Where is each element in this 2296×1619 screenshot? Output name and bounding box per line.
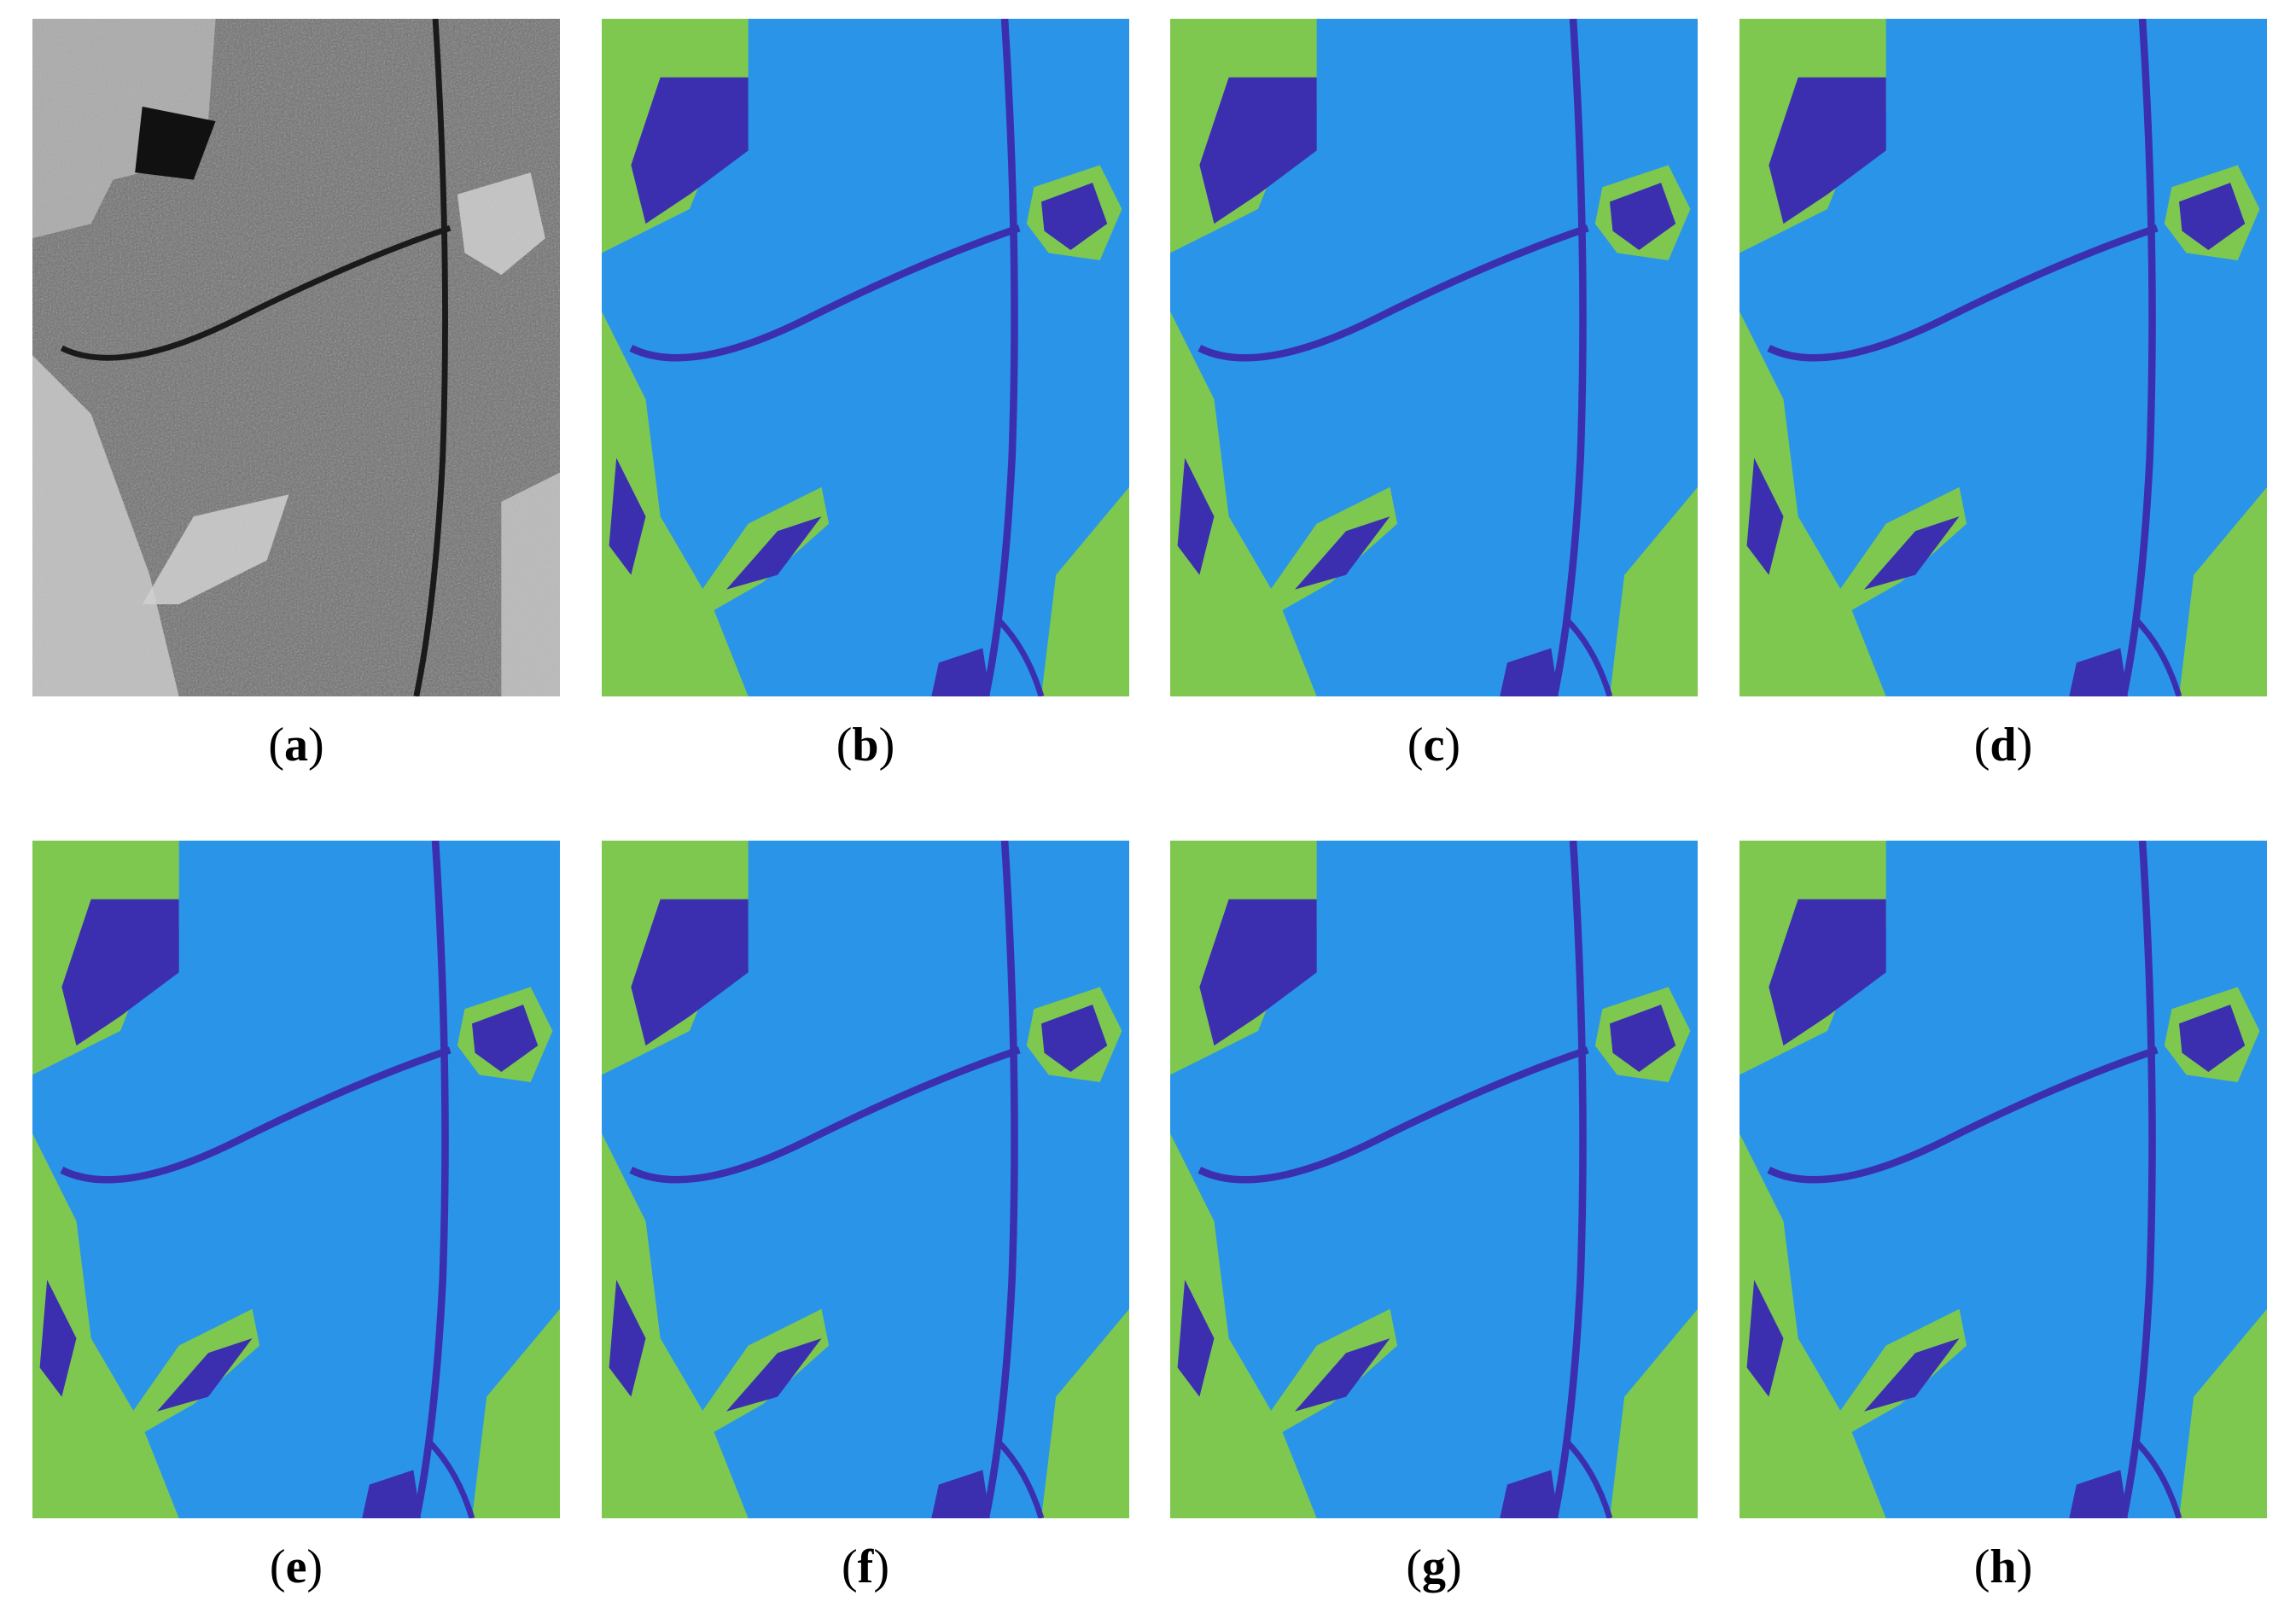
segmentation-map [602,841,1129,1518]
segmentation-map [602,19,1129,696]
segmentation-map [1170,841,1698,1518]
panel-label: (d) [1974,719,2032,772]
panel-label: (c) [1407,719,1460,772]
segmentation-map [32,841,560,1518]
panel-label: (f) [842,1540,889,1593]
segmentation-map [1170,19,1698,696]
sar-image [32,19,560,696]
panel-label: (a) [268,719,323,772]
panel-label: (h) [1974,1540,2032,1593]
panel-label: (g) [1406,1540,1461,1593]
panel-label: (e) [270,1540,323,1593]
panel-label: (b) [836,719,895,772]
segmentation-map [1739,841,2267,1518]
segmentation-map [1739,19,2267,696]
